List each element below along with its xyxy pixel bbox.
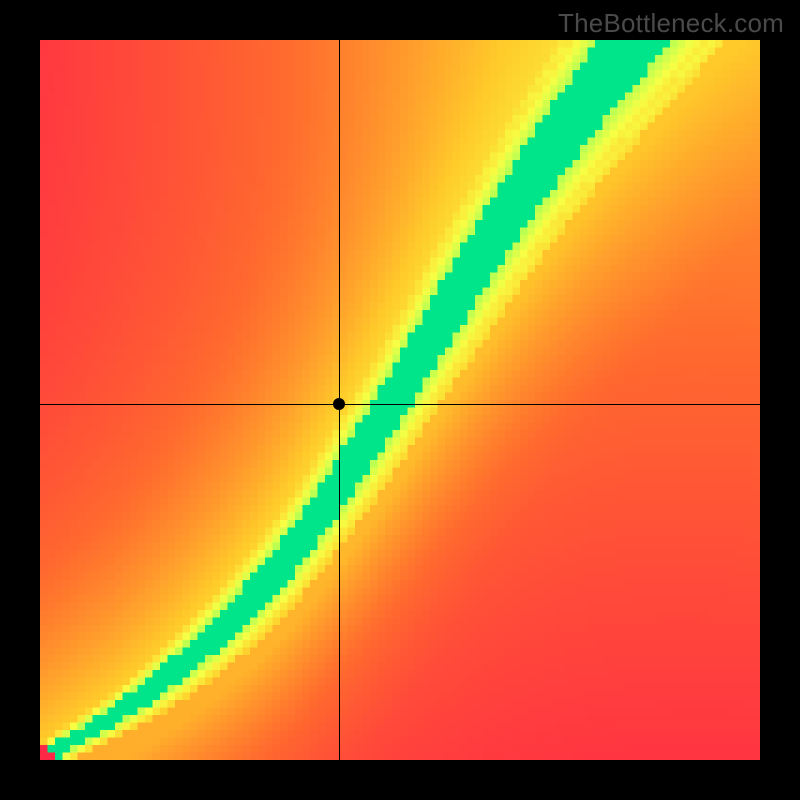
heatmap-canvas [40, 40, 760, 760]
crosshair-marker [333, 398, 345, 410]
heatmap-plot [40, 40, 760, 760]
crosshair-horizontal [40, 404, 760, 405]
watermark-text: TheBottleneck.com [558, 8, 784, 39]
